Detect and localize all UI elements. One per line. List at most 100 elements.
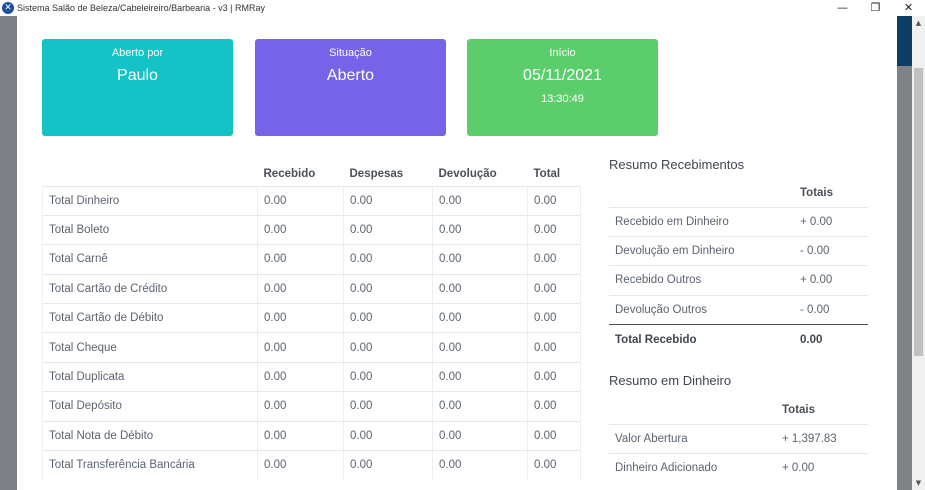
column-header-totais: Totais (782, 403, 816, 416)
column-header-recebido: Recebido (263, 167, 316, 180)
table-header-row: Totais (609, 396, 868, 424)
table-cell: 0.00 (527, 450, 581, 480)
table-cell: Total Nota de Débito (42, 420, 258, 451)
table-row: Total Duplicata 0.00 0.00 0.00 0.00 (42, 361, 581, 392)
table-cell: 0.00 (257, 273, 344, 304)
background-app-accent (897, 16, 912, 66)
table-row: Total Carnê 0.00 0.00 0.00 0.00 (42, 244, 581, 275)
table-cell: 0.00 (527, 420, 581, 451)
window-titlebar: ✕ Sistema Salão de Beleza/Cabeleireiro/B… (0, 0, 925, 16)
total-recebido-row: Total Recebido 0.00 (609, 324, 868, 354)
table-cell: 0.00 (432, 214, 528, 245)
resumo-dinheiro-title: Resumo em Dinheiro (609, 373, 732, 388)
table-cell: 0.00 (257, 420, 344, 451)
table-row: Total Dinheiro 0.00 0.00 0.00 0.00 (42, 185, 581, 216)
scroll-down-icon[interactable]: ▼ (915, 479, 922, 487)
window-controls: — ❐ ✕ (826, 0, 925, 16)
card-situacao: Situação Aberto (255, 39, 446, 136)
vertical-scrollbar[interactable]: ▲ ▼ (912, 16, 925, 490)
table-cell: 0.00 (343, 361, 433, 392)
table-cell: 0.00 (432, 244, 528, 275)
table-cell: 0.00 (343, 332, 433, 363)
table-cell: 0.00 (343, 273, 433, 304)
table-cell: 0.00 (432, 332, 528, 363)
table-row: Total Cartão de Débito 0.00 0.00 0.00 0.00 (42, 303, 581, 333)
table-cell: + 1,397.83 (782, 423, 868, 454)
background-app-left (0, 16, 17, 490)
table-cell: 0.00 (432, 361, 528, 392)
table-row: Total Boleto 0.00 0.00 0.00 0.00 (42, 214, 581, 245)
scrollbar-thumb[interactable] (914, 68, 923, 356)
table-cell: 0.00 (432, 185, 528, 216)
table-cell: Total Depósito (42, 391, 258, 422)
card-label: Situação (329, 47, 372, 59)
table-row: Total Nota de Débito 0.00 0.00 0.00 0.00 (42, 420, 581, 451)
column-header-empty (609, 179, 800, 207)
table-cell: + 0.00 (800, 265, 868, 296)
total-recebido-label: Total Recebido (609, 324, 800, 354)
table-row: Total Transferência Bancária 0.00 0.00 0.00… (42, 450, 581, 480)
table-cell: Total Carnê (42, 244, 258, 275)
table-row: Devolução em Dinheiro - 0.00 (609, 235, 868, 266)
table-cell: 0.00 (527, 391, 581, 422)
maximize-button[interactable]: ❐ (870, 1, 881, 14)
table-cell: Devolução Outros (609, 294, 800, 325)
table-row: Dinheiro Adicionado + 0.00 (609, 452, 868, 483)
table-row: Recebido em Dinheiro + 0.00 (609, 206, 868, 237)
table-cell: Total Transferência Bancária (42, 450, 258, 480)
column-header-empty (609, 396, 782, 424)
table-cell: 0.00 (257, 450, 344, 480)
card-label: Aberto por (111, 47, 164, 59)
column-header (43, 162, 258, 186)
resumo-dinheiro-table: Totais Valor Abertura + 1,397.83 Dinheiro … (609, 396, 868, 483)
card-value: Aberto (326, 67, 375, 84)
table-cell: 0.00 (343, 303, 433, 333)
table-cell: 0.00 (257, 332, 344, 363)
table-cell: 0.00 (257, 361, 344, 392)
table-header-row: Recebido Despesas Devolução Total (43, 162, 581, 186)
table-cell: - 0.00 (800, 235, 868, 266)
caixa-modal: Aberto por Paulo Situação Aberto Início … (17, 16, 897, 490)
card-time: 13:30:49 (541, 93, 584, 105)
table-cell: Total Cheque (42, 332, 258, 363)
total-recebido-value: 0.00 (800, 324, 868, 354)
table-cell: 0.00 (343, 450, 433, 480)
table-cell: Valor Abertura (609, 423, 782, 454)
table-cell: 0.00 (257, 391, 344, 422)
table-row: Recebido Outros + 0.00 (609, 265, 868, 296)
table-cell: 0.00 (432, 303, 528, 333)
card-value: 05/11/2021 (523, 67, 602, 84)
close-button[interactable]: ✕ (903, 1, 914, 14)
app-icon: ✕ (2, 2, 14, 14)
table-cell: 0.00 (527, 214, 581, 245)
table-cell: 0.00 (432, 273, 528, 304)
table-cell: 0.00 (343, 185, 433, 216)
table-row: Total Cheque 0.00 0.00 0.00 0.00 (42, 332, 581, 363)
table-cell: 0.00 (343, 214, 433, 245)
window-title: Sistema Salão de Beleza/Cabeleireiro/Bar… (17, 3, 265, 13)
minimize-button[interactable]: — (837, 1, 848, 14)
table-row: Valor Abertura + 1,397.83 (609, 423, 868, 454)
table-cell: - 0.00 (800, 294, 868, 325)
table-cell: + 0.00 (782, 452, 868, 483)
column-header-devolucao: Devolução (438, 167, 497, 180)
scroll-up-icon[interactable]: ▲ (915, 19, 922, 27)
table-cell: 0.00 (343, 420, 433, 451)
column-header-total: Total (533, 167, 561, 180)
totals-table: Recebido Despesas Devolução Total Total … (42, 162, 581, 480)
table-cell: Dinheiro Adicionado (609, 452, 782, 483)
card-label: Início (549, 47, 576, 59)
table-row: Devolução Outros - 0.00 (609, 294, 868, 325)
column-header-despesas: Despesas (349, 167, 404, 180)
table-cell: Recebido Outros (609, 265, 800, 296)
table-cell: 0.00 (257, 244, 344, 275)
table-cell: Total Boleto (42, 214, 258, 245)
table-cell: Total Cartão de Crédito (42, 273, 258, 304)
table-header-row: Totais (609, 179, 868, 207)
table-cell: 0.00 (257, 303, 344, 333)
resumo-recebimentos-title: Resumo Recebimentos (609, 157, 745, 172)
table-cell: Total Dinheiro (42, 185, 258, 216)
background-app-right (897, 16, 912, 490)
table-cell: 0.00 (527, 332, 581, 363)
table-cell: Devolução em Dinheiro (609, 235, 800, 266)
